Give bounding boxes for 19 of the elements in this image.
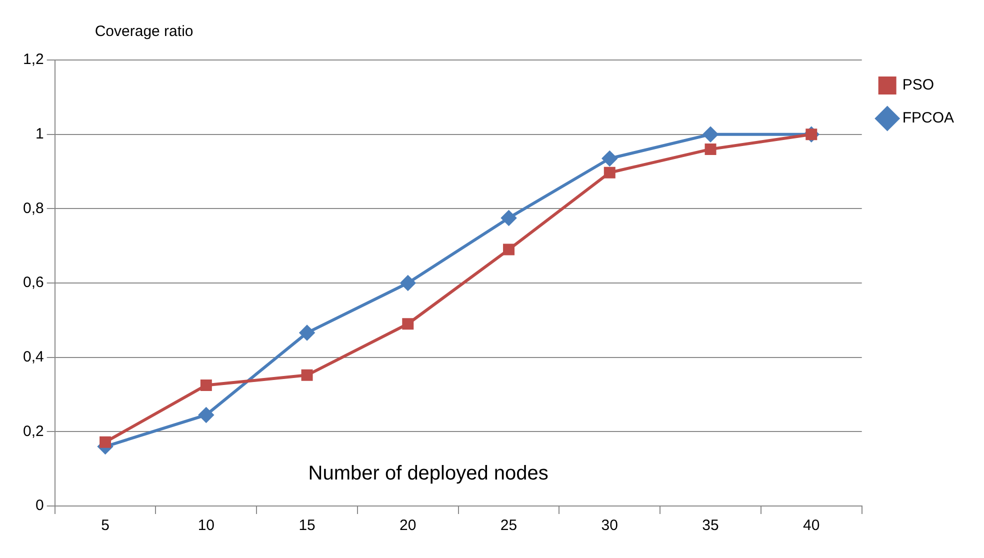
x-tick-label: 35 bbox=[702, 517, 719, 534]
x-tick-label: 15 bbox=[298, 517, 316, 534]
x-tick-label: 40 bbox=[803, 517, 820, 534]
y-tick-label: 0 bbox=[36, 497, 44, 514]
y-tick-label: 0,8 bbox=[22, 200, 44, 217]
y-axis-title: Coverage ratio bbox=[94, 23, 194, 40]
x-tick-label: 10 bbox=[198, 517, 215, 534]
x-tick-label: 30 bbox=[601, 517, 618, 534]
x-tick-label: 25 bbox=[500, 517, 518, 534]
legend-label: PSO bbox=[902, 76, 934, 94]
legend-label: FPCOA bbox=[902, 110, 954, 127]
x-tick-label: 20 bbox=[400, 517, 416, 534]
y-tick-label: 0,4 bbox=[22, 348, 44, 366]
y-tick-label: 1 bbox=[36, 125, 44, 142]
y-tick-label: 0,6 bbox=[22, 274, 44, 292]
y-tick-label: 1,2 bbox=[22, 51, 44, 68]
y-tick-label: 0,2 bbox=[22, 422, 44, 440]
x-axis-title: Number of deployed nodes bbox=[308, 462, 548, 485]
x-tick-label: 5 bbox=[101, 517, 110, 534]
